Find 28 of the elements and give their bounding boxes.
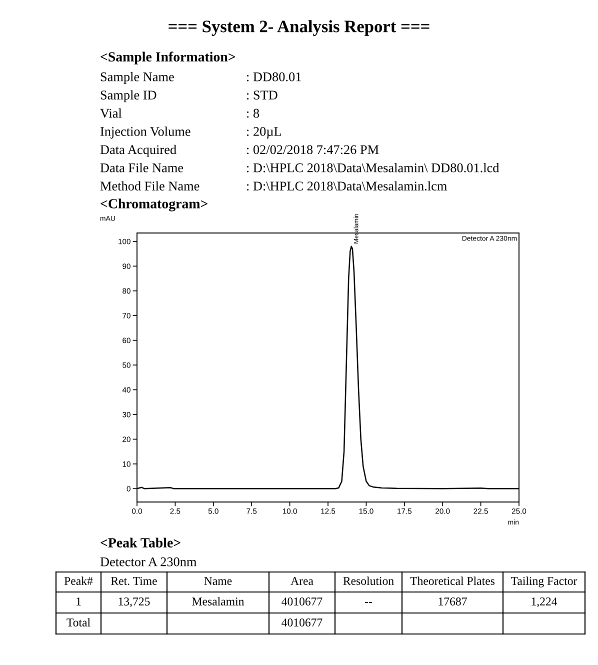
text: Tailing Factor [511, 576, 578, 588]
text: 4010677 [282, 597, 322, 606]
text: Method File Name : D:\HPLC 2018\Data\Mesalamin.lcm [100, 181, 447, 191]
text: 17687 [438, 597, 467, 606]
text: 1 [76, 598, 81, 606]
text: 1,224 [532, 598, 558, 608]
text: Ret. Time [111, 577, 157, 586]
text: Injection Volume : 20µL [100, 126, 282, 139]
text: Sample ID : STD [100, 90, 278, 102]
chart-subtitle: <Chromatogram> [100, 198, 208, 212]
text: Total [66, 618, 90, 626]
text: Name [204, 577, 232, 585]
text: <Peak Table> [100, 538, 180, 548]
text: Area [290, 577, 314, 585]
text: Data File Name : D:\HPLC 2018\Data\Mesalamin\ DD80.01.lcd [100, 163, 500, 172]
text: <Sample Information> [100, 52, 236, 64]
text: 13,725 [118, 598, 150, 608]
text: Sample Name : DD80.01 [100, 72, 301, 84]
text: 4010677 [282, 618, 322, 626]
text: -- [365, 602, 372, 603]
text: Resolution [343, 576, 394, 585]
text: Vial : 8 [100, 108, 260, 118]
text: Theoretical Plates [410, 576, 495, 585]
chart-title: === System 2- Analysis Report === [168, 20, 430, 36]
text: Data Acquired : 02/02/2018 7:47:26 PM [100, 144, 379, 157]
text: Mesalamin [192, 597, 244, 606]
text: Peak# [64, 576, 93, 585]
text: Detector A 230nm [100, 557, 197, 566]
